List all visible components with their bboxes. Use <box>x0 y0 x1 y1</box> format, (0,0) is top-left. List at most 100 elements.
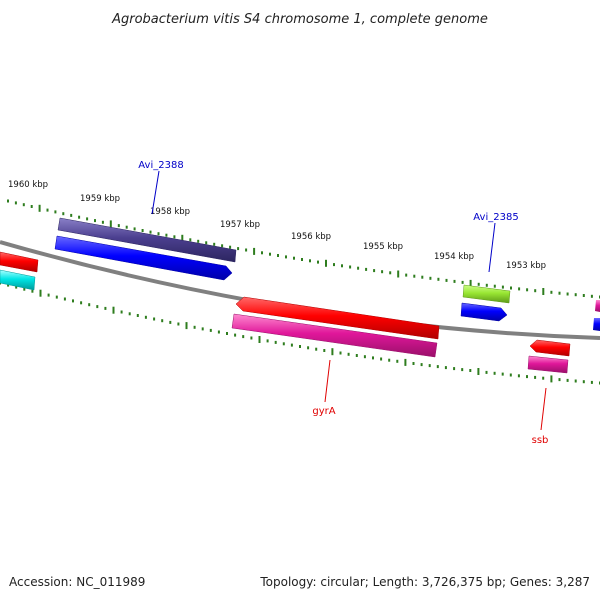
inner-ring-minor-tick <box>299 345 301 348</box>
inner-ring-minor-tick <box>31 289 34 293</box>
outer-ring-minor-tick <box>94 219 96 223</box>
outer-ring-major-tick <box>325 259 327 267</box>
leader-line-avi2388 <box>151 170 160 215</box>
genome-summary-text: Topology: circular; Length: 3,726,375 bp… <box>259 575 590 589</box>
inner-ring-minor-tick <box>461 368 464 372</box>
outer-ring-minor-tick <box>501 285 504 289</box>
outer-ring-minor-tick <box>341 264 343 268</box>
inner-ring-minor-tick <box>209 328 212 332</box>
outer-ring-minor-tick <box>413 274 416 278</box>
outer-ring-minor-tick <box>429 276 432 280</box>
tick-label-1953kbp: 1953 kbp <box>506 261 546 271</box>
outer-ring-minor-tick <box>70 213 73 217</box>
gene-label-gyra[interactable]: gyrA <box>312 406 335 417</box>
outer-ring-minor-tick <box>78 215 81 219</box>
outer-ring-minor-tick <box>22 203 25 207</box>
outer-ring-minor-tick <box>405 273 408 277</box>
outer-ring-major-tick <box>397 270 400 278</box>
leader-line-gyra <box>324 359 331 403</box>
inner-ring-minor-tick <box>534 375 537 379</box>
inner-ring-minor-tick <box>88 303 91 307</box>
outer-ring-minor-tick <box>197 239 200 243</box>
inner-ring-minor-tick <box>226 332 228 335</box>
outer-ring-minor-tick <box>582 294 585 297</box>
inner-ring-minor-tick <box>590 380 593 384</box>
inner-ring-minor-tick <box>542 376 545 380</box>
inner-ring-major-tick <box>331 348 334 356</box>
inner-ring-minor-tick <box>153 317 156 321</box>
inner-ring-minor-tick <box>469 369 472 372</box>
feature-pink-bar-ssb[interactable] <box>527 355 569 374</box>
outer-ring-minor-tick <box>381 270 384 274</box>
feature-left-edge-cyan[interactable] <box>0 269 36 291</box>
outer-ring-major-tick <box>109 220 112 228</box>
gene-label-avi2388[interactable]: Avi_2388 <box>138 160 183 171</box>
inner-ring-minor-tick <box>96 305 99 309</box>
outer-ring-minor-tick <box>7 199 9 203</box>
feature-right-edge-pink[interactable] <box>595 300 600 312</box>
outer-ring-minor-tick <box>301 258 303 261</box>
inner-ring-minor-tick <box>566 378 569 382</box>
inner-ring-minor-tick <box>388 358 391 362</box>
inner-ring-minor-tick <box>372 356 374 360</box>
feature-pink-bar-gyra[interactable] <box>231 313 438 358</box>
inner-ring-minor-tick <box>290 343 293 347</box>
feature-blue-arrow-avi2388[interactable] <box>54 235 233 281</box>
inner-ring-minor-tick <box>161 319 164 323</box>
tick-label-1957kbp: 1957 kbp <box>220 220 260 230</box>
gene-label-ssb[interactable]: ssb <box>532 435 549 446</box>
inner-ring-minor-tick <box>453 367 456 371</box>
inner-ring-minor-tick <box>526 375 528 379</box>
inner-ring-minor-tick <box>234 333 237 337</box>
outer-ring-minor-tick <box>574 293 577 297</box>
outer-ring-minor-tick <box>421 275 424 279</box>
inner-ring-minor-tick <box>120 310 123 314</box>
outer-ring-minor-tick <box>229 245 232 249</box>
inner-ring-minor-tick <box>193 325 196 329</box>
inner-ring-major-tick <box>258 336 261 343</box>
outer-ring-minor-tick <box>133 227 136 231</box>
outer-ring-major-tick <box>542 288 545 295</box>
feature-red-arrow-ssb[interactable] <box>529 339 571 357</box>
feature-red-arrow-gyra[interactable] <box>235 296 440 340</box>
outer-ring-minor-tick <box>485 283 488 287</box>
outer-ring-minor-tick <box>30 205 33 208</box>
inner-ring-minor-tick <box>250 336 253 340</box>
inner-ring-major-tick <box>112 306 115 314</box>
outer-ring-minor-tick <box>237 247 240 251</box>
outer-ring-minor-tick <box>333 263 335 267</box>
inner-ring-minor-tick <box>509 373 512 377</box>
outer-ring-major-tick <box>38 204 41 212</box>
feature-right-edge-blue[interactable] <box>593 318 600 331</box>
outer-ring-minor-tick <box>453 279 456 283</box>
outer-ring-major-tick <box>469 279 472 287</box>
inner-ring-minor-tick <box>15 285 18 289</box>
outer-ring-minor-tick <box>317 260 319 264</box>
feature-left-edge-red[interactable] <box>0 251 39 273</box>
outer-ring-minor-tick <box>526 288 529 292</box>
inner-ring-minor-tick <box>412 362 415 365</box>
feature-blue-arrow-avi2385[interactable] <box>460 302 508 322</box>
outer-ring-minor-tick <box>213 242 216 246</box>
inner-ring-minor-tick <box>444 366 447 370</box>
gene-label-avi2385[interactable]: Avi_2385 <box>473 212 518 223</box>
inner-ring-minor-tick <box>217 330 220 334</box>
outer-ring-minor-tick <box>590 294 593 298</box>
outer-ring-minor-tick <box>493 284 496 288</box>
outer-ring-minor-tick <box>125 225 128 229</box>
outer-ring-minor-tick <box>477 282 480 286</box>
inner-ring-minor-tick <box>266 339 269 343</box>
inner-ring-minor-tick <box>355 354 358 357</box>
tick-label-1960kbp: 1960 kbp <box>8 180 48 190</box>
inner-ring-minor-tick <box>323 349 326 352</box>
outer-ring-minor-tick <box>550 290 553 294</box>
feature-slate-bar[interactable] <box>57 217 237 263</box>
inner-tick-ring <box>0 281 600 385</box>
outer-ring-minor-tick <box>221 244 224 248</box>
inner-ring-minor-tick <box>274 340 277 344</box>
outer-ring-minor-tick <box>309 259 311 263</box>
feature-lime-bar[interactable] <box>462 284 511 304</box>
outer-ring-minor-tick <box>437 277 440 281</box>
outer-ring-minor-tick <box>534 289 537 293</box>
inner-ring-minor-tick <box>339 351 342 355</box>
